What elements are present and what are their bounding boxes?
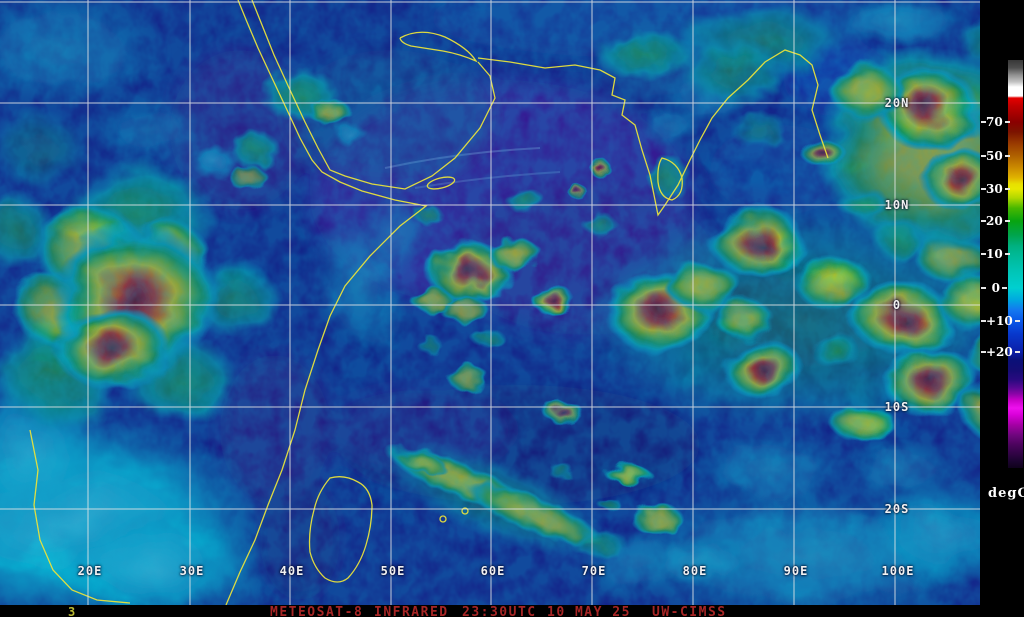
- longitude-label: 50E: [380, 564, 406, 578]
- colorbar-tick-label: +10: [986, 314, 1013, 328]
- tick-mark: [981, 188, 986, 190]
- temperature-colorbar: 70 50 30 20 10 0 +10 +20 degC: [980, 0, 1024, 605]
- colorbar-gradient: [1008, 60, 1023, 468]
- coastline-madagascar: [308, 476, 373, 583]
- colorbar-tick-label: +20: [986, 345, 1013, 359]
- latitude-label: 0: [892, 298, 902, 312]
- coastline-makran: [477, 57, 601, 71]
- tick-mark: [1004, 253, 1010, 255]
- latitude-label: 10N: [884, 198, 910, 212]
- coastline-arabia: [251, 0, 496, 190]
- colorbar-tick-row: +10: [981, 313, 1020, 329]
- tick-mark: [1004, 188, 1010, 190]
- tick-mark: [981, 287, 986, 289]
- colorbar-tick-row: +20: [981, 344, 1020, 360]
- coastline-africa-east: [225, 0, 428, 605]
- coastline-atoll: [461, 507, 469, 515]
- colorbar-tick-row: 50: [981, 148, 1010, 164]
- colorbar-tick-label: 10: [986, 247, 1003, 261]
- latitude-label: 10S: [884, 400, 910, 414]
- longitude-label: 100E: [881, 564, 915, 578]
- tick-mark: [1002, 287, 1007, 289]
- tick-mark: [1014, 351, 1020, 353]
- tick-mark: [1004, 155, 1010, 157]
- colorbar-tick-row: 10: [981, 246, 1010, 262]
- colorbar-tick-row: 30: [981, 181, 1010, 197]
- tick-mark: [981, 253, 986, 255]
- coastline-sri-lanka: [657, 157, 683, 201]
- caption-source: UW-CIMSS: [652, 605, 727, 617]
- tick-mark: [1004, 220, 1010, 222]
- colorbar-tick-row: 20: [981, 213, 1010, 229]
- tick-mark: [1004, 121, 1010, 123]
- tick-mark: [981, 320, 986, 322]
- colorbar-tick-label: 30: [986, 182, 1003, 196]
- colorbar-unit-label: degC: [988, 486, 1024, 501]
- caption-date: 10 MAY 25: [547, 605, 631, 617]
- colorbar-tick-label: 70: [986, 115, 1003, 129]
- colorbar-tick-label: 0: [991, 281, 1000, 295]
- colorbar-tick-row: 0: [981, 280, 1007, 296]
- coastline-socotra: [426, 176, 456, 190]
- colorbar-tick-label: 50: [986, 149, 1003, 163]
- tick-mark: [981, 121, 986, 123]
- frame-indicator: 3: [68, 605, 76, 617]
- longitude-label: 30E: [179, 564, 205, 578]
- longitude-label: 40E: [279, 564, 305, 578]
- caption-time: 23:30UTC: [462, 605, 537, 617]
- longitude-label: 80E: [682, 564, 708, 578]
- coastline-africa-southwest: [29, 429, 131, 604]
- latitude-label: 20S: [884, 502, 910, 516]
- coastline-atoll: [439, 515, 447, 523]
- latitude-label: 20N: [884, 96, 910, 110]
- longitude-label: 20E: [77, 564, 103, 578]
- longitude-label: 90E: [783, 564, 809, 578]
- tick-mark: [981, 351, 986, 353]
- tick-mark: [1014, 320, 1020, 322]
- longitude-label: 60E: [480, 564, 506, 578]
- coastlines: [29, 0, 829, 605]
- tick-mark: [981, 155, 986, 157]
- coastline-india: [599, 49, 829, 217]
- caption-satellite: METEOSAT-8: [270, 605, 364, 617]
- colorbar-tick-row: 70: [981, 114, 1010, 130]
- tick-mark: [981, 220, 986, 222]
- caption-channel: INFRARED: [374, 605, 449, 617]
- caption-bar: 3 METEOSAT-8 INFRARED 23:30UTC 10 MAY 25…: [0, 605, 1024, 617]
- longitude-label: 70E: [581, 564, 607, 578]
- colorbar-tick-label: 20: [986, 214, 1003, 228]
- coastline-persian-gulf: [399, 31, 478, 63]
